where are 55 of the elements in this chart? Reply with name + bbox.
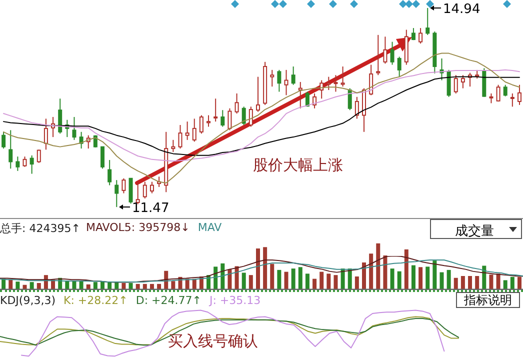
bar bbox=[475, 276, 480, 290]
dropdown-field: 成交量 bbox=[430, 219, 522, 239]
bar bbox=[326, 274, 331, 290]
bar bbox=[171, 281, 176, 290]
bar bbox=[426, 266, 430, 290]
bar bbox=[320, 272, 324, 290]
bar bbox=[517, 276, 522, 290]
bar bbox=[334, 275, 338, 290]
candlestick bbox=[30, 154, 34, 174]
bar bbox=[376, 243, 380, 290]
bar bbox=[354, 276, 359, 290]
bar bbox=[270, 264, 274, 290]
bar bbox=[440, 272, 444, 290]
bar bbox=[291, 268, 296, 290]
text: K: +28.22↑ bbox=[64, 294, 128, 307]
annotation: 14.94 bbox=[443, 2, 480, 17]
bar bbox=[298, 267, 302, 290]
text: KDJ(9,3,3) bbox=[0, 294, 56, 307]
candlestick bbox=[164, 131, 168, 193]
bar bbox=[284, 272, 288, 290]
bar bbox=[404, 249, 408, 290]
bar bbox=[418, 267, 423, 290]
bar bbox=[277, 270, 282, 290]
candlestick bbox=[8, 130, 13, 170]
text: MAVOL5: 395798↓ bbox=[86, 221, 190, 234]
annotation: 11.47 bbox=[132, 201, 170, 216]
bar bbox=[248, 275, 253, 290]
bar bbox=[383, 255, 388, 290]
annotation: 买入线号确认 bbox=[168, 332, 258, 350]
bar bbox=[446, 270, 451, 290]
text: J: +35.13 bbox=[209, 294, 261, 307]
bar bbox=[411, 265, 416, 290]
bar bbox=[369, 254, 374, 290]
bar bbox=[454, 278, 458, 290]
bar bbox=[460, 276, 465, 290]
annotation: 股价大幅上涨 bbox=[253, 156, 343, 174]
bar bbox=[16, 282, 20, 290]
bar bbox=[242, 272, 246, 290]
bar bbox=[510, 276, 514, 290]
bar bbox=[503, 280, 508, 290]
bar bbox=[489, 274, 494, 290]
text: MAV bbox=[198, 221, 222, 234]
bar bbox=[468, 276, 472, 290]
text: 指标说明 bbox=[456, 292, 520, 308]
candlestick bbox=[284, 69, 288, 96]
candlestick bbox=[72, 116, 76, 140]
candlestick bbox=[390, 41, 394, 66]
text: 总手: 424395↑ bbox=[0, 221, 80, 236]
bar bbox=[432, 260, 437, 290]
bar bbox=[263, 247, 268, 290]
bar bbox=[305, 274, 310, 290]
bar bbox=[390, 268, 394, 290]
bar bbox=[397, 271, 402, 290]
bar bbox=[256, 248, 260, 290]
text: D: +24.77↑ bbox=[136, 294, 202, 307]
